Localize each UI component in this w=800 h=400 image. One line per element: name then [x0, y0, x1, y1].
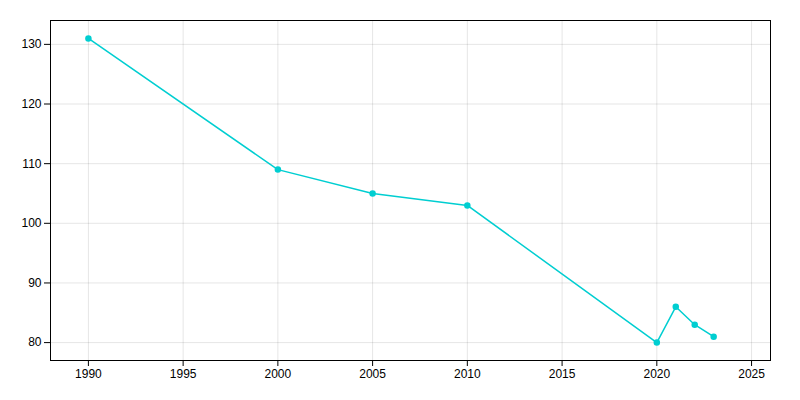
svg-text:120: 120: [21, 97, 41, 111]
svg-text:2010: 2010: [454, 367, 481, 381]
svg-text:2000: 2000: [265, 367, 292, 381]
svg-text:90: 90: [28, 276, 42, 290]
svg-text:130: 130: [21, 37, 41, 51]
svg-text:1995: 1995: [170, 367, 197, 381]
svg-text:100: 100: [21, 216, 41, 230]
svg-text:2005: 2005: [359, 367, 386, 381]
svg-text:2020: 2020: [643, 367, 670, 381]
svg-text:110: 110: [22, 156, 41, 170]
svg-text:1990: 1990: [75, 367, 102, 381]
svg-text:2025: 2025: [738, 367, 765, 381]
svg-text:2015: 2015: [549, 367, 576, 381]
svg-text:80: 80: [28, 335, 42, 349]
